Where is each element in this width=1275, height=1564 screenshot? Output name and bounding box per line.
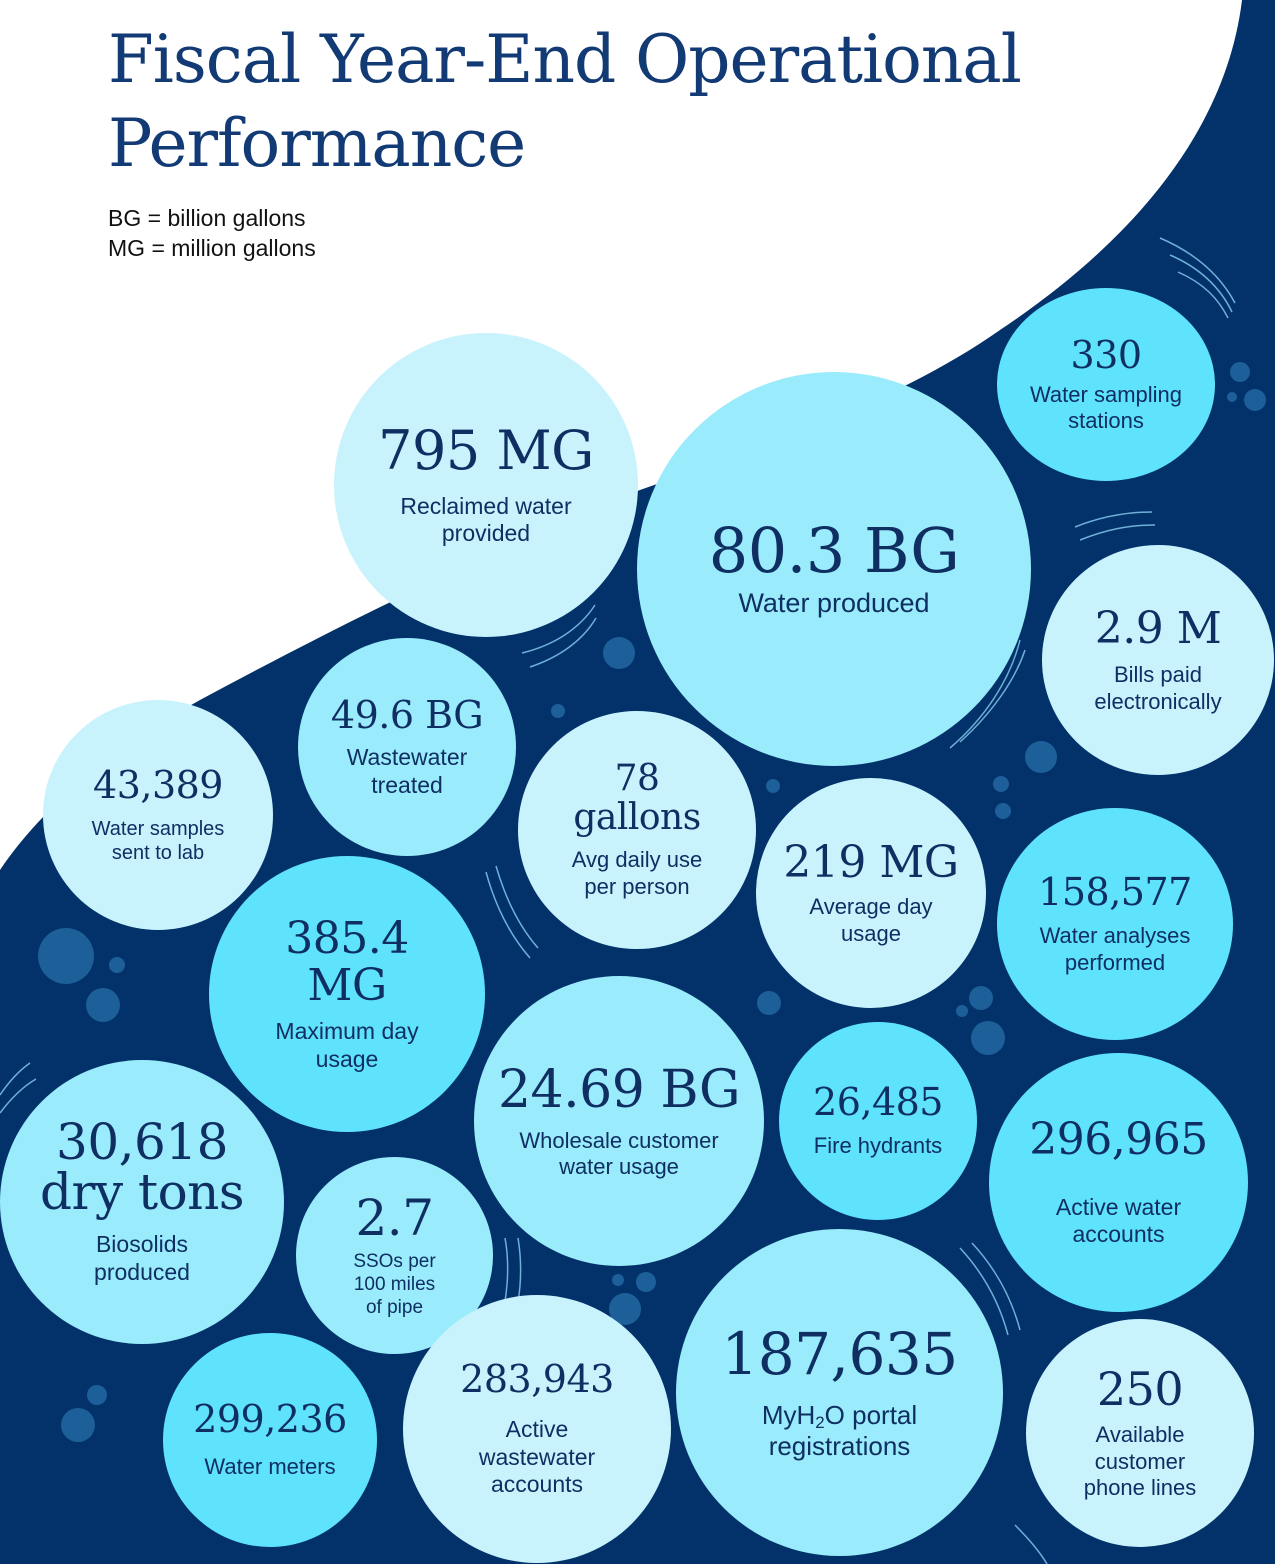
stat-label: Bills paid electronically [1094, 662, 1222, 714]
legend-mg: MG = million gallons [108, 235, 316, 261]
stat-active-water: 296,965 Active water accounts [989, 1053, 1248, 1312]
stat-label: Active water accounts [1055, 1193, 1182, 1248]
stat-value: 30,618 dry tons [39, 1113, 245, 1222]
stat-label: Water sampling stations [1029, 381, 1182, 434]
stat-value: 2.7 [355, 1189, 434, 1248]
stat-value: 187,635 [721, 1320, 958, 1388]
stat-label-pre: MyH [761, 1399, 816, 1430]
stat-portal-registrations: 187,635 MyH2O portal registrations [676, 1229, 1003, 1556]
stat-label: Water analyses performed [1039, 923, 1191, 975]
stat-label: SSOs per 100 miles of pipe [353, 1251, 436, 1318]
stat-water-produced: 80.3 BG Water produced [637, 372, 1031, 766]
stat-label: Avg daily use per person [571, 847, 703, 899]
stat-label: Maximum day usage [275, 1017, 419, 1072]
stat-average-day: 219 MG Average day usage [756, 778, 986, 1008]
legend-bg: BG = billion gallons [108, 205, 306, 231]
stat-value: 283,943 [460, 1357, 614, 1402]
stat-label: Reclaimed water provided [400, 492, 572, 547]
stat-value: 299,236 [193, 1397, 347, 1442]
stat-value: 250 [1096, 1361, 1184, 1416]
stat-reclaimed-water: 795 MG Reclaimed water provided [334, 333, 638, 637]
stat-label: Water meters [204, 1454, 336, 1480]
stat-value: 80.3 BG [708, 514, 960, 588]
stat-label-sub: 2 [815, 1412, 825, 1432]
stat-value: 219 MG [783, 836, 959, 888]
stat-value: 330 [1070, 332, 1142, 377]
stat-label: Wholesale customer water usage [519, 1127, 719, 1180]
stat-label: Water samples sent to lab [91, 817, 225, 864]
stat-biosolids: 30,618 dry tons Biosolids produced [0, 1060, 284, 1344]
stat-water-sampling-stations: 330 Water sampling stations [997, 288, 1215, 481]
stat-value: 26,485 [813, 1080, 943, 1125]
stat-label: Fire hydrants [813, 1133, 943, 1159]
stat-label: Average day usage [809, 894, 933, 946]
unit-legend: BG = billion gallons MG = million gallon… [108, 203, 316, 263]
stat-value: 49.6 BG [330, 692, 484, 737]
stat-water-meters: 299,236 Water meters [163, 1333, 377, 1547]
stat-value: 296,965 [1029, 1114, 1208, 1166]
stat-value: 43,389 [93, 763, 223, 808]
title-line-2: Performance [108, 105, 526, 182]
stat-active-wastewater: 283,943 Active wastewater accounts [403, 1295, 671, 1563]
stat-label: Available customer phone lines [1083, 1422, 1197, 1501]
title-line-1: Fiscal Year-End Operational [108, 21, 1022, 98]
stat-label: Active wastewater accounts [478, 1416, 596, 1498]
decorative-arcs [0, 237, 1236, 1564]
stat-maximum-day: 385.4 MG Maximum day usage [209, 856, 485, 1132]
stat-wastewater-treated: 49.6 BG Wastewater treated [298, 638, 516, 856]
stat-phone-lines: 250 Available customer phone lines [1026, 1319, 1254, 1547]
stat-label: MyH2O portal registrations [762, 1400, 917, 1462]
stat-water-samples: 43,389 Water samples sent to lab [43, 700, 273, 930]
stat-value: 2.9 M [1094, 602, 1222, 654]
page-title: Fiscal Year-End Operational Performance [108, 18, 1022, 186]
stat-value: 385.4 MG [285, 912, 409, 1012]
stat-value: 24.69 BG [497, 1059, 741, 1120]
stat-label: Water produced [738, 588, 930, 619]
stat-daily-use: 78 gallons Avg daily use per person [518, 711, 756, 949]
stat-value: 795 MG [378, 419, 594, 483]
stat-wholesale: 24.69 BG Wholesale customer water usage [474, 976, 764, 1266]
decorative-bubbles [38, 362, 1266, 1442]
stat-label: Biosolids produced [94, 1231, 190, 1285]
stat-value: 78 gallons [573, 757, 701, 838]
stat-label: Wastewater treated [346, 743, 468, 798]
stat-label-post: O portal registrations [768, 1399, 918, 1461]
stat-value: 158,577 [1038, 870, 1192, 915]
stat-water-analyses: 158,577 Water analyses performed [997, 808, 1233, 1040]
stat-bills-paid: 2.9 M Bills paid electronically [1042, 545, 1274, 775]
stat-fire-hydrants: 26,485 Fire hydrants [779, 1022, 977, 1220]
